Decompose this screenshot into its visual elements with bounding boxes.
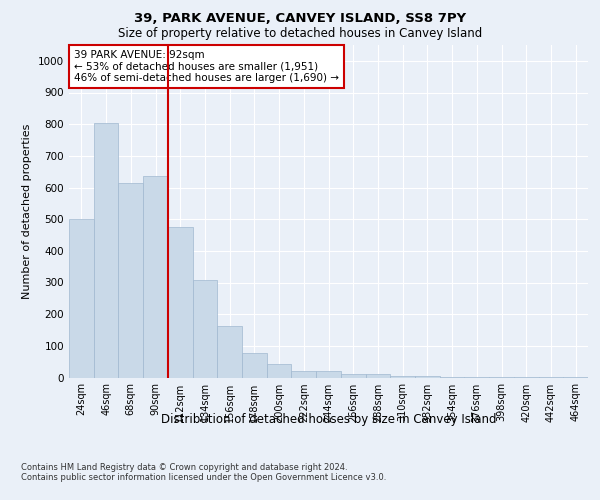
Bar xyxy=(440,377,464,378)
Text: Size of property relative to detached houses in Canvey Island: Size of property relative to detached ho… xyxy=(118,28,482,40)
Bar xyxy=(193,280,217,378)
Bar xyxy=(118,182,143,378)
Bar xyxy=(217,326,242,378)
Bar xyxy=(168,227,193,378)
Text: Distribution of detached houses by size in Canvey Island: Distribution of detached houses by size … xyxy=(161,412,497,426)
Bar xyxy=(143,176,168,378)
Y-axis label: Number of detached properties: Number of detached properties xyxy=(22,124,32,299)
Bar xyxy=(69,219,94,378)
Bar xyxy=(341,374,365,378)
Text: Contains HM Land Registry data © Crown copyright and database right 2024.
Contai: Contains HM Land Registry data © Crown c… xyxy=(21,462,386,482)
Bar xyxy=(563,377,588,378)
Bar xyxy=(242,353,267,378)
Bar xyxy=(415,376,440,378)
Bar xyxy=(316,370,341,378)
Text: 39, PARK AVENUE, CANVEY ISLAND, SS8 7PY: 39, PARK AVENUE, CANVEY ISLAND, SS8 7PY xyxy=(134,12,466,26)
Bar xyxy=(464,377,489,378)
Bar xyxy=(267,364,292,378)
Bar xyxy=(390,376,415,378)
Bar xyxy=(94,122,118,378)
Bar xyxy=(365,374,390,378)
Bar xyxy=(292,370,316,378)
Text: 39 PARK AVENUE: 92sqm
← 53% of detached houses are smaller (1,951)
46% of semi-d: 39 PARK AVENUE: 92sqm ← 53% of detached … xyxy=(74,50,339,83)
